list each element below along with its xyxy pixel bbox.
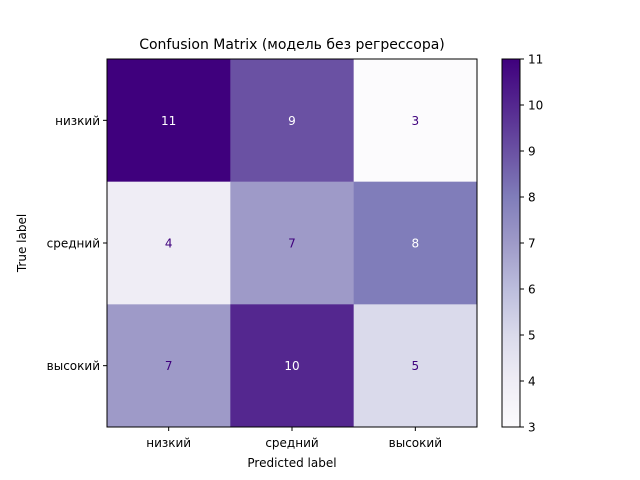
colorbar-tick-label: 11 [528,53,543,67]
cell-value-label: 11 [161,114,176,128]
cell-value-label: 7 [288,237,296,251]
x-tick-label: низкий [146,436,191,450]
cell-value-label: 10 [284,359,299,373]
cell-value-label: 8 [412,237,420,251]
cell-value-label: 5 [412,359,420,373]
heatmap-cell [230,181,355,305]
colorbar-tick-label: 3 [528,421,536,435]
cell-value-labels: 11 9 3 4 7 8 7 10 5 [161,114,419,373]
y-tick-label: низкий [55,114,100,128]
y-tick-label: высокий [47,359,100,373]
heatmap-cell [353,181,478,305]
heatmap-cell [230,304,355,428]
heatmap-cell [230,59,355,183]
x-tick-label: средний [265,436,318,450]
chart-title: Confusion Matrix (модель без регрессора) [139,37,445,53]
heatmap-cell [107,59,231,183]
cell-value-label: 7 [165,359,173,373]
heatmap-cell [353,304,478,428]
x-axis-label: Predicted label [247,456,336,470]
colorbar-tick-label: 8 [528,191,536,205]
colorbar-tick-label: 7 [528,237,536,251]
heatmap-cell [353,59,478,183]
heatmap-cell [107,304,231,428]
colorbar-ticks: 3 4 5 6 7 8 9 10 11 [520,53,543,435]
colorbar [501,58,521,428]
y-axis-label: True label [15,214,29,273]
x-axis-ticks: низкий средний высокий [146,427,442,450]
colorbar-tick-label: 5 [528,329,536,343]
x-tick-label: высокий [389,436,442,450]
colorbar-tick-label: 10 [528,99,543,113]
colorbar-tick-label: 6 [528,283,536,297]
colorbar-tick-label: 9 [528,145,536,159]
y-axis-ticks: низкий средний высокий [47,114,107,373]
cell-value-label: 4 [165,237,173,251]
heatmap-cell [107,181,231,305]
cell-value-label: 3 [412,114,420,128]
cell-value-label: 9 [288,114,296,128]
y-tick-label: средний [47,237,100,251]
heatmap-cells [107,59,478,428]
colorbar-tick-label: 4 [528,375,536,389]
